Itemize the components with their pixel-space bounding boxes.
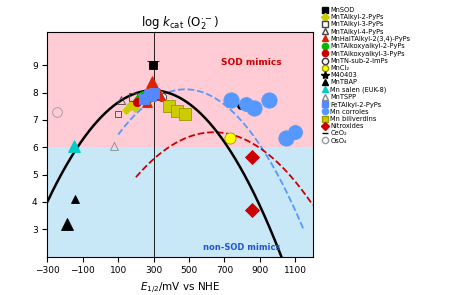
Text: SOD mimics: SOD mimics xyxy=(221,58,282,67)
Bar xyxy=(47,0,313,147)
Legend: MnSOD, MnTAlkyl-2-PyPs, MnTAlkyl-3-PyPs, MnTAlkyl-4-PyPs, MnHalTAlkyl-2(3,4)-PyP: MnSOD, MnTAlkyl-2-PyPs, MnTAlkyl-3-PyPs,… xyxy=(321,6,411,144)
Title: log $\mathit{k}_{\rm cat}$ (O$_2^{\cdot-}$): log $\mathit{k}_{\rm cat}$ (O$_2^{\cdot-… xyxy=(141,15,219,32)
X-axis label: $E_{1/2}$/mV vs NHE: $E_{1/2}$/mV vs NHE xyxy=(140,281,220,295)
Bar xyxy=(47,147,313,295)
Text: non-SOD mimics: non-SOD mimics xyxy=(203,243,281,252)
